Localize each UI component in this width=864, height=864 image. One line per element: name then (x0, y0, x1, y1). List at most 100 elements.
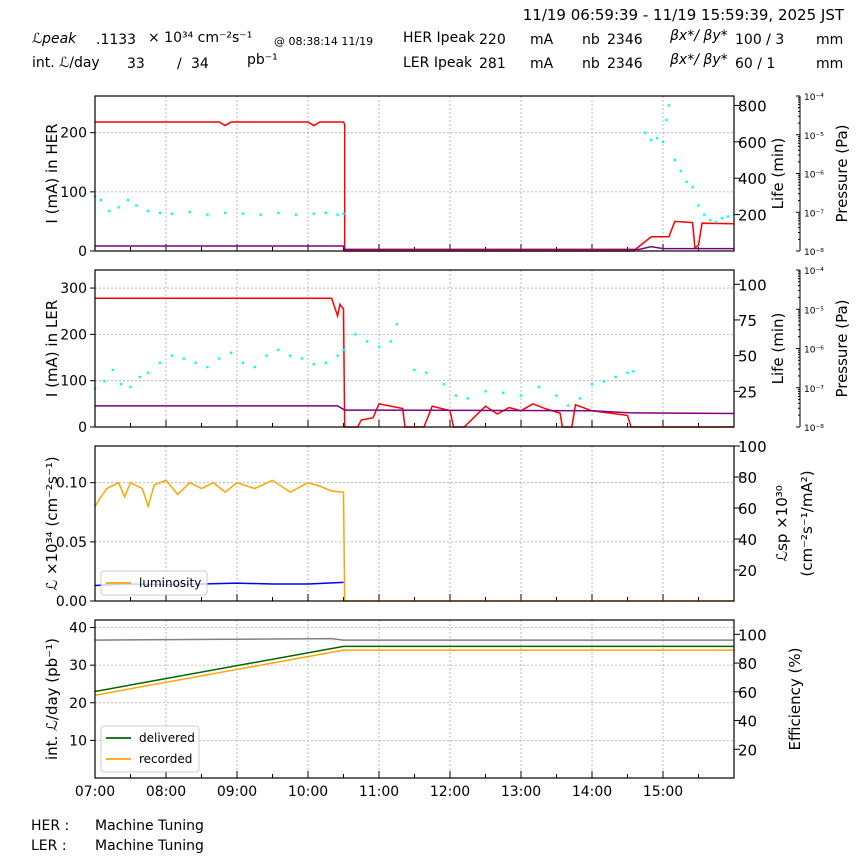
life-point (241, 212, 245, 215)
y2-tick-label: 20 (738, 562, 757, 580)
life-point (484, 390, 487, 393)
life-point (312, 363, 316, 366)
her-beta-label: βx*/ βy* (670, 28, 728, 44)
panel-frame (94, 619, 735, 779)
y-axis-label: I (mA) in HER (43, 123, 61, 223)
panel-1: 0 100 200 300 25 50 75 100 10⁻⁸ 10⁻⁷ 10⁻⁶ 10⁻⁵ 10⁻⁴ P… (43, 267, 851, 436)
life-point (170, 212, 174, 215)
ler-status: Machine Tuning (95, 838, 204, 854)
life-point (578, 397, 582, 400)
life-point (454, 394, 458, 397)
life-point (300, 357, 304, 360)
y-axis-label: ℒ ×10³⁴ (cm⁻²s⁻¹) (43, 456, 61, 590)
life-point (147, 371, 150, 374)
ler-beta-unit: mm (816, 56, 844, 72)
life-point (697, 204, 700, 207)
legend-label-luminosity: luminosity (139, 576, 201, 590)
life-point (567, 404, 570, 407)
y-tick-label: 0.10 (56, 476, 87, 492)
life-point (365, 340, 369, 343)
life-point (111, 368, 114, 372)
ler-beta: 60 / 1 (735, 56, 776, 72)
life-point (720, 217, 724, 220)
life-point (206, 213, 209, 216)
x-tick-label: 13:00 (501, 784, 541, 800)
life-point (655, 137, 659, 140)
panel-3: 07:00 08:00 09:00 10:00 11:00 12:00 13:00 14:00… (43, 619, 804, 800)
life-point (726, 215, 730, 218)
life-point (265, 354, 268, 357)
pressure-tick-label: 10⁻⁵ (804, 132, 824, 142)
y2-tick-label: 400 (738, 170, 767, 188)
y-tick-label: 0 (78, 244, 87, 260)
ler-ipeak: 281 (479, 56, 506, 72)
life-point (395, 323, 398, 326)
time-range: 11/19 06:59:39 - 11/19 15:59:39, 2025 JS… (522, 6, 844, 24)
life-point (182, 357, 185, 360)
pressure-tick-label: 10⁻⁵ (804, 306, 824, 316)
her-beta: 100 / 3 (735, 32, 785, 48)
lpeak-time: @ 08:38:14 11/19 (274, 35, 374, 48)
life-point (602, 380, 606, 383)
life-point (206, 365, 209, 369)
y2-axis-label: Efficiency (%) (786, 648, 804, 751)
her-nb: 2346 (607, 32, 643, 48)
y2-tick-label: 60 (738, 684, 757, 702)
series-2-line (95, 405, 735, 415)
y2-tick-label: 100 (738, 626, 767, 644)
y2-tick-label: 50 (738, 348, 757, 366)
y2-tick-label: 600 (738, 134, 767, 152)
y-axis-label: int. ℒ/day (pb⁻¹) (43, 638, 61, 760)
ler-ipeak-label: LER Ipeak (403, 55, 473, 71)
y-tick-label: 20 (69, 696, 87, 712)
life-point (425, 371, 428, 374)
life-point (342, 212, 345, 215)
ler-beta-label: βx*/ βy* (670, 52, 728, 68)
life-point (665, 118, 668, 122)
life-point (336, 213, 339, 216)
life-point (99, 198, 103, 202)
life-point (108, 209, 111, 213)
life-point (259, 213, 262, 216)
her-nb-label: nb (582, 32, 600, 48)
life-point (158, 361, 162, 364)
life-point (312, 212, 316, 215)
pressure-tick-label: 10⁻⁴ (804, 93, 824, 103)
intl-recorded: 34 (191, 56, 209, 72)
delivered-line (94, 645, 734, 693)
life-point (294, 213, 298, 216)
life-point (194, 361, 197, 364)
lpeak-unit: × 10³⁴ cm⁻²s⁻¹ (148, 30, 253, 46)
luminosity-line (94, 479, 734, 602)
life-point (466, 397, 469, 400)
life-point (555, 394, 558, 397)
pressure-tick-label: 10⁻⁸ (804, 424, 824, 434)
y2-axis-label-units: (cm⁻²s⁻¹/mA²) (798, 470, 816, 576)
life-point (667, 104, 671, 107)
panel-2: 0.00 0.05 0.10 20 40 60 80 100 ℒ ×10³⁴ (cm⁻²s⁻¹)… (43, 438, 816, 610)
life-point (502, 391, 505, 394)
life-point (119, 382, 123, 386)
y2-tick-label: 25 (738, 383, 757, 401)
ler-unit: mA (530, 56, 554, 72)
y-tick-label: 10 (69, 733, 87, 749)
life-point (277, 211, 280, 214)
ler-nb-label: nb (582, 56, 600, 72)
life-point (413, 368, 416, 372)
life-point (129, 385, 132, 389)
x-tick-label: 15:00 (643, 784, 683, 800)
life-point (626, 371, 629, 374)
y2-tick-label: 100 (738, 276, 767, 294)
life-point (679, 169, 682, 173)
life-point (277, 348, 280, 352)
y2-tick-label: 20 (738, 741, 757, 759)
life-point (703, 213, 706, 216)
her-unit: mA (530, 32, 554, 48)
pressure-tick-label: 10⁻⁴ (804, 267, 824, 277)
legend-label-delivered: delivered (139, 731, 195, 745)
life-point (138, 375, 142, 379)
y2-tick-label: 75 (738, 312, 757, 330)
series-2-line (95, 245, 734, 251)
life-point (632, 370, 635, 373)
